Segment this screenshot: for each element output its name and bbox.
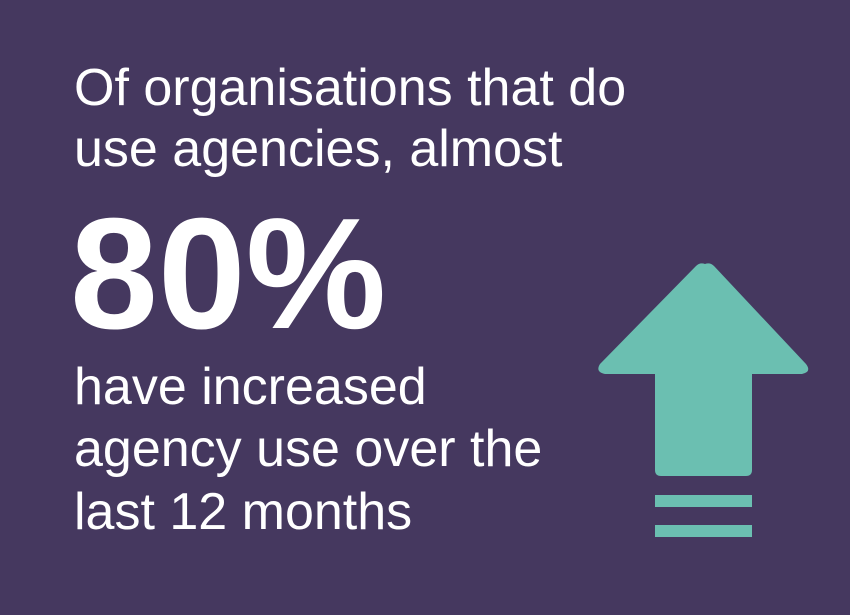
headline-line: Of organisations that do: [74, 59, 626, 117]
stat: 80%: [70, 186, 386, 362]
caption-line: last 12 months: [74, 483, 412, 541]
up-arrow-icon: [598, 263, 809, 537]
headline-line: use agencies, almost: [74, 120, 563, 178]
caption-line: agency use over the: [74, 420, 542, 478]
arrow: [598, 263, 809, 476]
caption-line: have increased: [74, 358, 427, 416]
arrow-bar: [655, 495, 752, 507]
arrow-bar: [655, 525, 752, 537]
